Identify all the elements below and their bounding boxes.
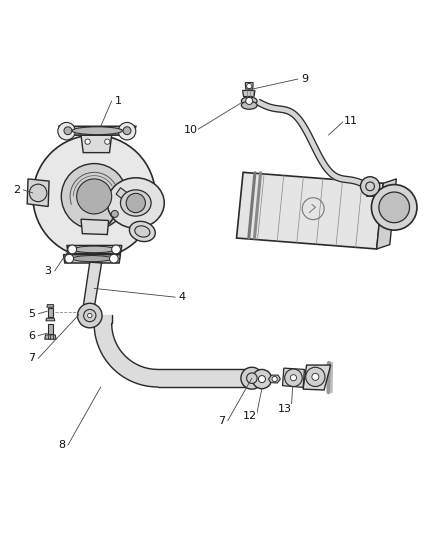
Polygon shape xyxy=(245,83,253,89)
Circle shape xyxy=(258,376,265,383)
Circle shape xyxy=(77,179,112,214)
Polygon shape xyxy=(48,308,53,317)
Polygon shape xyxy=(116,188,129,201)
Text: 13: 13 xyxy=(278,405,292,414)
Circle shape xyxy=(246,98,253,104)
Circle shape xyxy=(105,139,110,144)
Circle shape xyxy=(123,127,131,135)
Polygon shape xyxy=(243,91,255,96)
Text: 4: 4 xyxy=(178,292,185,302)
Ellipse shape xyxy=(107,178,164,228)
Circle shape xyxy=(112,245,120,254)
Text: 11: 11 xyxy=(343,116,357,126)
Circle shape xyxy=(88,313,92,318)
Text: 12: 12 xyxy=(243,411,257,421)
Circle shape xyxy=(61,164,127,229)
Circle shape xyxy=(68,245,77,254)
Circle shape xyxy=(371,184,417,230)
Ellipse shape xyxy=(74,246,115,253)
Polygon shape xyxy=(268,375,280,383)
Ellipse shape xyxy=(135,226,150,237)
Text: 2: 2 xyxy=(13,185,20,195)
Circle shape xyxy=(126,193,145,213)
Ellipse shape xyxy=(241,101,257,109)
Polygon shape xyxy=(237,172,383,249)
Ellipse shape xyxy=(129,221,155,241)
Text: 7: 7 xyxy=(28,353,35,364)
Text: 3: 3 xyxy=(45,266,52,276)
Polygon shape xyxy=(67,246,122,253)
Ellipse shape xyxy=(72,127,123,135)
Circle shape xyxy=(118,123,136,140)
Circle shape xyxy=(247,373,257,383)
Text: 10: 10 xyxy=(184,125,198,135)
Polygon shape xyxy=(64,255,120,263)
Circle shape xyxy=(65,254,74,263)
Text: 8: 8 xyxy=(58,440,65,450)
Ellipse shape xyxy=(241,97,257,105)
Circle shape xyxy=(252,369,272,389)
Polygon shape xyxy=(94,324,158,387)
Polygon shape xyxy=(377,179,396,249)
Polygon shape xyxy=(366,187,374,197)
Polygon shape xyxy=(81,135,112,152)
Circle shape xyxy=(85,139,90,144)
Circle shape xyxy=(366,182,374,191)
Polygon shape xyxy=(59,126,136,135)
Text: 6: 6 xyxy=(28,330,35,341)
Polygon shape xyxy=(257,100,369,189)
Text: 5: 5 xyxy=(28,309,35,319)
Text: 1: 1 xyxy=(115,96,122,106)
Polygon shape xyxy=(303,365,331,390)
Text: 9: 9 xyxy=(301,74,308,84)
Circle shape xyxy=(33,135,155,258)
Text: 7: 7 xyxy=(218,416,225,426)
Circle shape xyxy=(379,192,410,223)
Polygon shape xyxy=(47,304,54,307)
Circle shape xyxy=(312,374,319,381)
Ellipse shape xyxy=(72,255,112,262)
Polygon shape xyxy=(81,219,109,235)
Polygon shape xyxy=(27,179,49,206)
Polygon shape xyxy=(46,318,55,321)
Circle shape xyxy=(29,184,47,201)
Circle shape xyxy=(111,211,118,217)
Circle shape xyxy=(110,254,118,263)
Circle shape xyxy=(306,367,325,386)
Circle shape xyxy=(241,367,263,389)
Circle shape xyxy=(78,303,102,328)
Polygon shape xyxy=(82,262,102,313)
Circle shape xyxy=(285,369,302,386)
Polygon shape xyxy=(48,324,53,334)
Circle shape xyxy=(247,84,252,88)
Circle shape xyxy=(64,127,72,135)
Ellipse shape xyxy=(120,190,151,216)
Circle shape xyxy=(290,375,297,381)
Polygon shape xyxy=(45,335,56,339)
Polygon shape xyxy=(283,368,304,387)
Circle shape xyxy=(360,177,380,196)
Circle shape xyxy=(58,123,75,140)
Circle shape xyxy=(272,376,277,382)
Circle shape xyxy=(84,310,96,322)
